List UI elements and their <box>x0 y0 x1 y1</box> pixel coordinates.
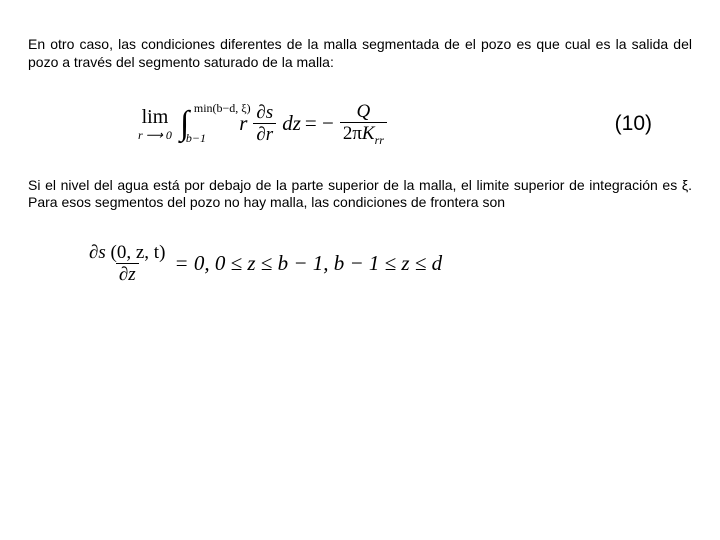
equation-1-row: lim r ⟶ 0 ∫ min(b−d, ξ) b−1 r ∂s ∂r dz =… <box>28 101 692 147</box>
equals-minus: = − <box>305 111 334 136</box>
eq2-lhs-num: ∂s (0, z, t) <box>86 242 168 263</box>
integrand-r: r <box>239 111 247 136</box>
equation-1: lim r ⟶ 0 ∫ min(b−d, ξ) b−1 r ∂s ∂r dz =… <box>138 101 389 147</box>
eq2-rhs: = 0, 0 ≤ z ≤ b − 1, b − 1 ≤ z ≤ d <box>174 251 442 276</box>
partial-den: ∂r <box>256 124 273 145</box>
rhs-den: 2πKrr <box>340 122 387 147</box>
integral-upper: min(b−d, ξ) <box>194 104 276 114</box>
paragraph-2: Si el nivel del agua está por debajo de … <box>28 177 692 212</box>
equation-1-number: (10) <box>615 112 652 136</box>
rhs-frac: Q 2πKrr <box>340 101 387 147</box>
paragraph-1: En otro caso, las condiciones diferentes… <box>28 36 692 71</box>
lim-sub: r ⟶ 0 <box>138 129 172 141</box>
equation-2: ∂s (0, z, t) ∂z = 0, 0 ≤ z ≤ b − 1, b − … <box>84 242 692 285</box>
limit: lim r ⟶ 0 <box>138 107 172 141</box>
eq2-lhs-den: ∂z <box>116 263 139 285</box>
eq2-lhs-frac: ∂s (0, z, t) ∂z <box>86 242 168 285</box>
integral-sign: ∫ min(b−d, ξ) b−1 <box>180 110 189 137</box>
lim-label: lim <box>142 107 169 127</box>
integral-lower: b−1 <box>186 134 206 144</box>
dz: dz <box>282 111 301 136</box>
rhs-num: Q <box>354 101 374 122</box>
